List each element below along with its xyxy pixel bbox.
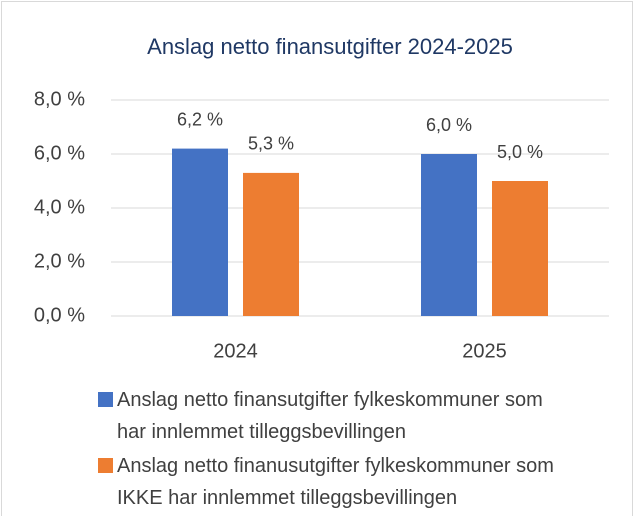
y-tick-label: 2,0 % (34, 250, 85, 272)
bar (492, 181, 548, 316)
y-tick-label: 6,0 % (34, 142, 85, 164)
x-tick-label: 2025 (462, 340, 507, 362)
y-tick-label: 4,0 % (34, 196, 85, 218)
bar (243, 172, 299, 316)
legend-entry: Anslag netto finansutgifter fylkeskommun… (98, 384, 568, 448)
value-label: 6,2 % (177, 109, 223, 129)
y-tick-label: 0,0 % (34, 304, 85, 326)
x-tick-label: 2024 (213, 340, 258, 362)
bar (421, 154, 477, 316)
legend-entry: Anslag netto finanusutgifter fylkeskommu… (98, 450, 568, 514)
value-label: 5,3 % (248, 134, 294, 154)
value-label: 5,0 % (497, 142, 543, 162)
legend-label: Anslag netto finansutgifter fylkeskommun… (117, 389, 543, 443)
legend-swatch (98, 392, 113, 407)
y-tick-label: 8,0 % (34, 88, 85, 110)
bar (172, 148, 228, 316)
legend-swatch (98, 458, 113, 473)
chart-title: Anslag netto finansutgifter 2024-2025 (147, 34, 513, 59)
legend-label: Anslag netto finanusutgifter fylkeskommu… (117, 455, 554, 509)
value-label: 6,0 % (426, 115, 472, 135)
